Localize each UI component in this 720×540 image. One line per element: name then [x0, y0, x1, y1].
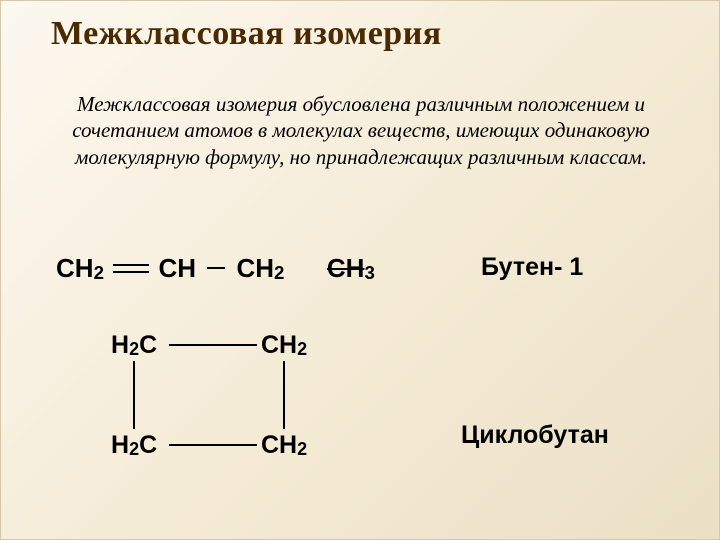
subscript: 2: [129, 339, 139, 359]
subscript: 2: [274, 262, 284, 283]
atom-pre: H: [111, 431, 129, 459]
node-top-left: H2C: [111, 331, 157, 360]
subscript: 2: [297, 439, 307, 459]
atom-text-strike: CH: [327, 253, 365, 283]
atom-main: C: [139, 331, 157, 359]
atom-main: CH: [261, 331, 297, 359]
double-bond: [113, 260, 149, 276]
definition-text: Межклассовая изомерия обусловлена различ…: [41, 91, 681, 170]
atom-text: CH: [56, 253, 94, 283]
butene-line: CH2 CH CH2 CH3: [56, 251, 375, 284]
page-title: Межклассовая изомерия: [51, 15, 442, 53]
label-butene: Бутен- 1: [481, 253, 583, 282]
group-ch3: CH3: [327, 253, 375, 284]
node-bottom-right: CH2: [261, 431, 307, 460]
subscript: 3: [364, 262, 374, 283]
group-ch2-1: CH2: [56, 253, 104, 284]
bond-bottom: [169, 444, 257, 446]
bond-top: [169, 344, 257, 346]
group-ch: CH: [158, 253, 196, 284]
bond-right: [283, 361, 285, 429]
subscript: 2: [94, 262, 104, 283]
single-bond: [207, 267, 225, 269]
subscript: 2: [297, 339, 307, 359]
atom-text: CH: [236, 253, 274, 283]
formula-butene: CH2 CH CH2 CH3: [56, 251, 375, 284]
group-ch2-2: CH2: [236, 253, 284, 284]
bond-left: [133, 361, 135, 429]
atom-main: CH: [261, 431, 297, 459]
atom-pre: H: [111, 331, 129, 359]
node-bottom-left: H2C: [111, 431, 157, 460]
subscript: 2: [129, 439, 139, 459]
atom-main: C: [139, 431, 157, 459]
label-cyclobutane: Циклобутан: [461, 421, 609, 450]
node-top-right: CH2: [261, 331, 307, 360]
